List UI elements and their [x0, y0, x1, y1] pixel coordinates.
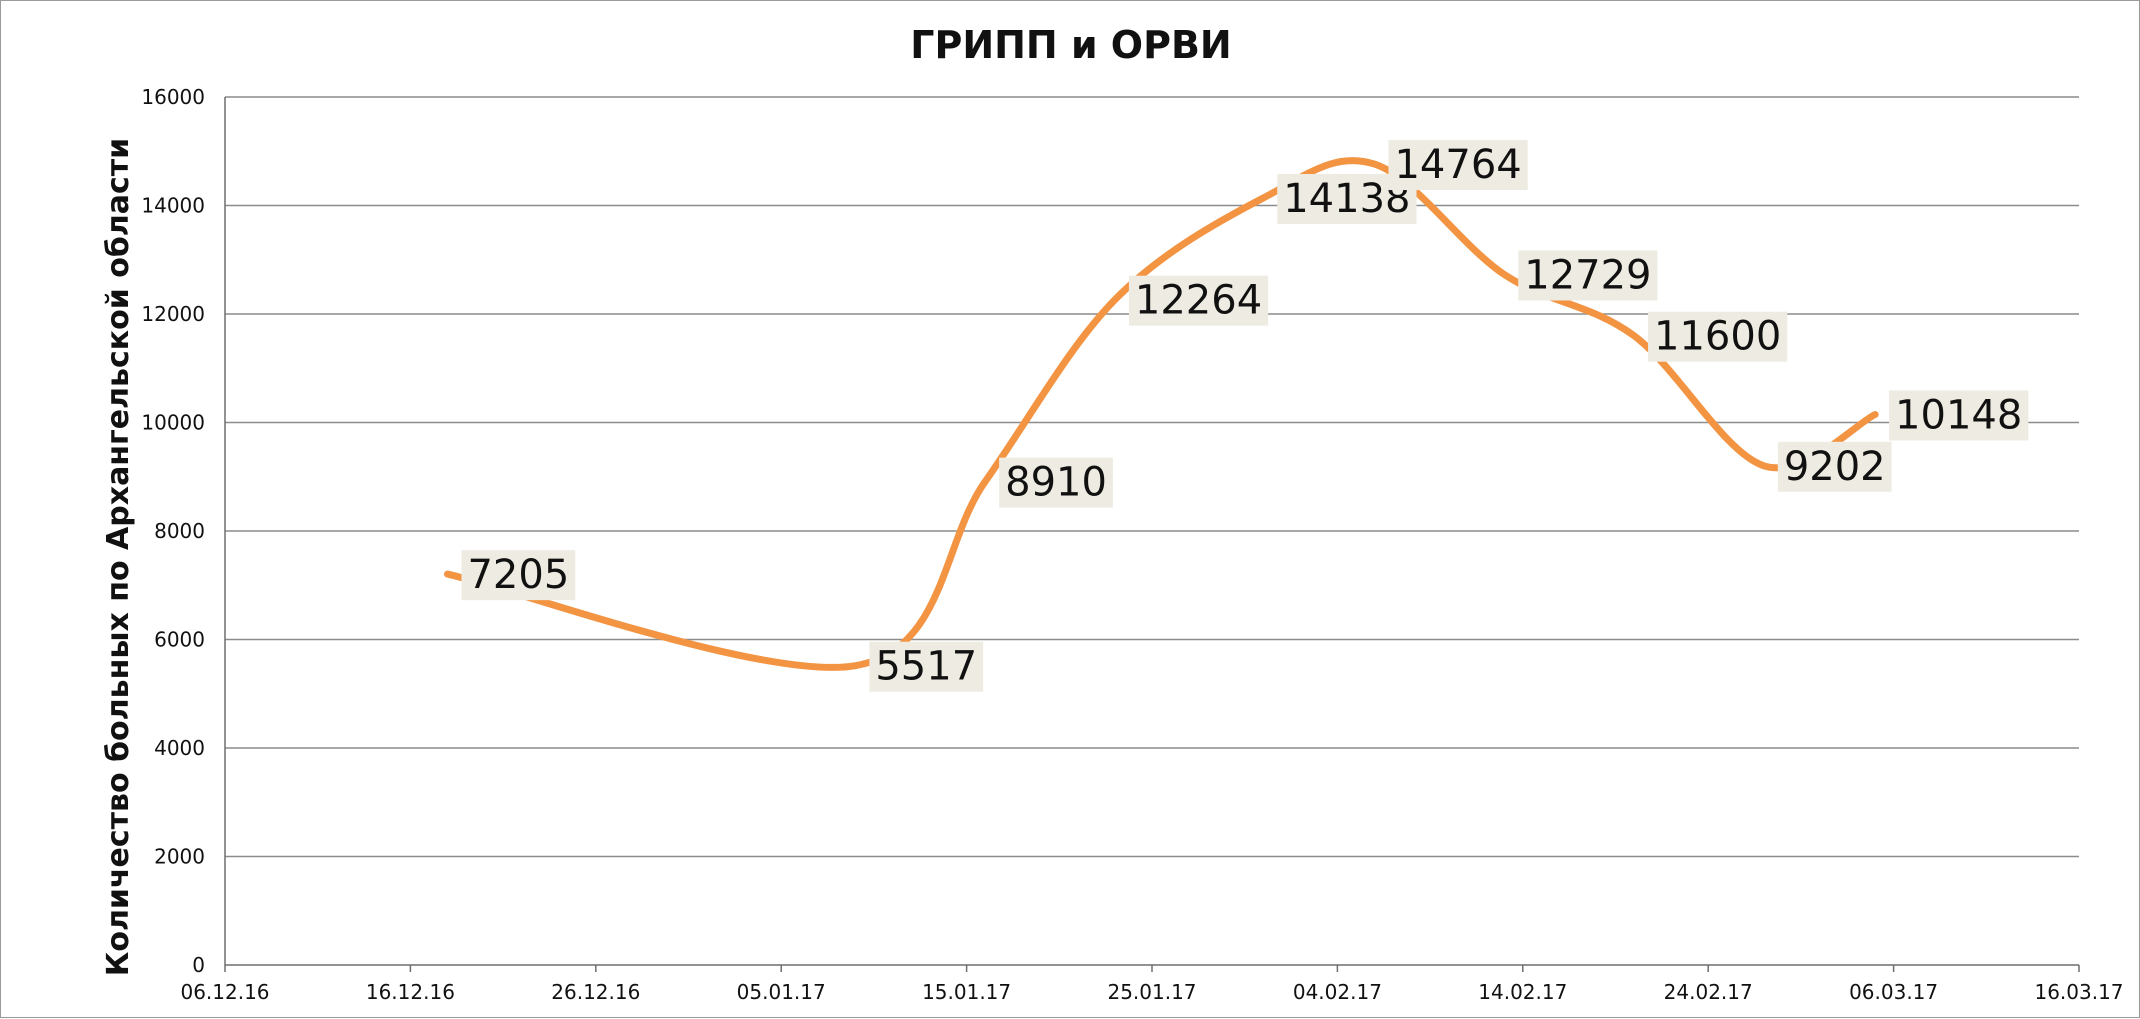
x-tick-label: 14.02.17: [1478, 980, 1567, 1004]
x-tick-label: 05.01.17: [737, 980, 826, 1004]
data-label-text: 8910: [1005, 460, 1107, 506]
x-tick-label: 04.02.17: [1293, 980, 1382, 1004]
data-label: 5517: [869, 641, 984, 692]
data-label-background: [1889, 390, 2029, 441]
x-tick-label: 16.03.17: [2034, 980, 2123, 1004]
data-label-background: [1388, 140, 1528, 191]
data-label: 14138: [1277, 174, 1417, 225]
x-tick-label: 26.12.16: [551, 980, 640, 1004]
y-tick-label: 6000: [154, 628, 205, 652]
data-label-text: 11600: [1654, 314, 1781, 360]
y-tick-label: 2000: [154, 845, 205, 869]
y-axis-ticks: 0 2000 4000 6000 8000 10000 12000 14000 16000: [141, 85, 205, 977]
y-axis-label: Количество больных по Архангельской обла…: [101, 138, 136, 976]
x-tick-label: 06.03.17: [1849, 980, 1938, 1004]
data-label-text: 14764: [1394, 142, 1521, 188]
x-tick-label: 06.12.16: [180, 980, 269, 1004]
x-tick-label: 15.01.17: [922, 980, 1011, 1004]
data-label-text: 5517: [875, 644, 977, 690]
data-label-text: 12729: [1524, 252, 1651, 298]
series-layer: [444, 157, 1879, 671]
data-label: 7205: [461, 550, 576, 601]
y-tick-label: 8000: [154, 519, 205, 543]
y-tick-label: 14000: [141, 194, 205, 218]
y-tick-label: 4000: [154, 736, 205, 760]
x-tick-label: 25.01.17: [1107, 980, 1196, 1004]
data-label: 9202: [1777, 441, 1892, 492]
data-label-background: [1648, 311, 1788, 362]
x-tick-label: 24.02.17: [1664, 980, 1753, 1004]
data-label-background: [869, 641, 984, 692]
x-tick-label: 16.12.16: [366, 980, 455, 1004]
data-label: 12729: [1518, 250, 1658, 301]
data-label: 14764: [1388, 140, 1528, 191]
data-label: 11600: [1648, 311, 1788, 362]
data-label-background: [1128, 275, 1269, 326]
data-label-text: 7205: [467, 552, 569, 598]
x-axis-ticks: 06.12.16 16.12.16 26.12.16 05.01.17 15.01.17…: [180, 965, 2124, 1004]
y-tick-label: 12000: [141, 302, 205, 326]
data-label-background: [1777, 441, 1892, 492]
data-label: 8910: [999, 457, 1113, 508]
data-label: 12264: [1128, 275, 1269, 326]
series-line: [444, 157, 1879, 671]
data-label-background: [461, 550, 576, 601]
data-label-background: [999, 457, 1113, 508]
chart-title: ГРИПП и ОРВИ: [910, 23, 1231, 67]
y-tick-label: 0: [192, 953, 205, 977]
data-label-text: 10148: [1895, 392, 2022, 438]
data-label-text: 12264: [1135, 278, 1262, 324]
data-label: 10148: [1889, 390, 2029, 441]
y-tick-label: 16000: [141, 85, 205, 109]
data-label-background: [1518, 250, 1658, 301]
y-tick-label: 10000: [141, 411, 205, 435]
data-label-text: 9202: [1784, 444, 1886, 490]
